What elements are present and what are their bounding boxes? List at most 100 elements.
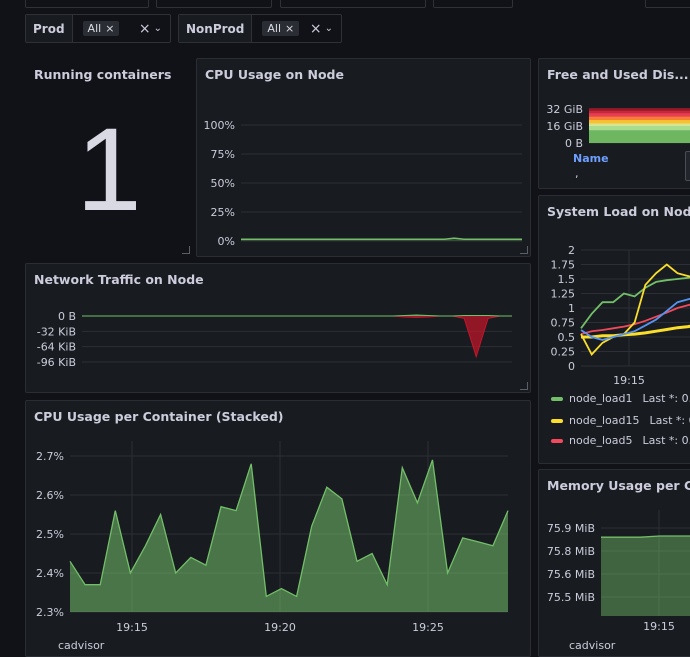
legend-last: Last *: 0.5	[642, 434, 690, 447]
legend-label: node_load5	[569, 434, 633, 447]
panel-title: CPU Usage per Container (Stacked)	[34, 409, 284, 424]
x-tick-label: 19:15	[116, 621, 148, 634]
chart-cpu-container: 2.7% 2.6% 2.5% 2.4% 2.3% 19:15 19:20 19:25	[36, 441, 509, 634]
y-tick-label: 1.25	[551, 288, 576, 301]
y-tick-label: 0	[568, 360, 575, 373]
x-tick-label: 19:20	[264, 621, 296, 634]
chip-label: All	[87, 22, 102, 35]
y-tick-label: 0.25	[551, 346, 576, 359]
top-control-stub[interactable]	[433, 0, 513, 8]
panel-title: Free and Used Dis...	[547, 67, 689, 82]
y-tick-label: 0.75	[551, 317, 576, 330]
variable-chip[interactable]: All ×	[82, 21, 120, 36]
series-area	[82, 316, 512, 357]
y-tick-label: 75.6 MiB	[547, 568, 595, 581]
panel-title: CPU Usage on Node	[205, 67, 344, 82]
table-cell: ,	[575, 167, 579, 180]
series-line	[82, 314, 512, 317]
y-tick-label: 2.3%	[36, 606, 64, 619]
variable-nonprod[interactable]: NonProd All × × ⌄	[178, 14, 342, 43]
series-line	[601, 535, 690, 538]
chart-memory: 75.9 MiB 75.8 MiB 75.6 MiB 75.5 MiB 19:15	[547, 510, 690, 633]
chart-disk: 32 GiB 16 GiB 0 B	[546, 103, 690, 150]
panel-title: Network Traffic on Node	[34, 272, 204, 287]
y-tick-label: -64 KiB	[37, 341, 76, 354]
legend-item[interactable]: node_load5 Last *: 0.5	[551, 434, 690, 447]
y-tick-label: 2	[568, 244, 575, 257]
y-tick-label: 0.5	[558, 331, 576, 344]
chip-remove-icon[interactable]: ×	[285, 22, 295, 35]
panel-cpu-per-container[interactable]: CPU Usage per Container (Stacked) 2.7% 2.…	[25, 400, 531, 657]
series-band	[589, 130, 690, 143]
y-tick-label: 1	[568, 302, 575, 315]
y-tick-label: 75%	[211, 148, 235, 161]
clear-icon[interactable]: ×	[138, 20, 151, 37]
panel-network-traffic[interactable]: Network Traffic on Node 0 B -32 KiB -64 Ki…	[25, 263, 531, 393]
panel-system-load[interactable]: System Load on Node 2 1.75 1.5 1.25 1 0.75 0.5…	[538, 195, 690, 464]
chart-network: 0 B -32 KiB -64 KiB -96 KiB	[37, 310, 512, 369]
chip-label: All	[267, 22, 282, 35]
series-line	[580, 297, 690, 341]
y-tick-label: 0 B	[565, 137, 583, 150]
series-line	[580, 303, 690, 335]
y-tick-label: 75.8 MiB	[547, 545, 595, 558]
y-tick-label: 2.6%	[36, 489, 64, 502]
y-tick-label: 75.9 MiB	[547, 522, 595, 535]
panel-running-containers[interactable]: Running containers 1	[25, 58, 193, 257]
y-tick-label: 75.5 MiB	[547, 591, 595, 604]
chevron-down-icon[interactable]: ⌄	[324, 23, 333, 34]
y-tick-label: 1.75	[551, 259, 576, 272]
legend-label[interactable]: cadvisor	[569, 639, 616, 652]
y-tick-label: -96 KiB	[37, 356, 76, 369]
y-tick-label: 0%	[218, 235, 235, 248]
legend-last: Last *: 0	[649, 414, 690, 427]
variable-label: Prod	[26, 15, 73, 42]
x-tick-label: 19:15	[643, 620, 675, 633]
top-control-stub[interactable]	[645, 0, 690, 8]
table-header-name[interactable]: Name	[573, 152, 609, 165]
legend-last: Last *: 0.3	[642, 392, 690, 405]
y-tick-label: 2.4%	[36, 567, 64, 580]
panel-title: Memory Usage per Con	[547, 478, 690, 493]
legend-swatch	[551, 396, 563, 401]
chart-cpu-node: 100% 75% 50% 25% 0%	[204, 119, 522, 248]
table-sort-control[interactable]	[685, 151, 690, 181]
y-tick-label: 0 B	[58, 310, 76, 323]
top-control-stub[interactable]	[25, 0, 149, 8]
variable-prod[interactable]: Prod All × × ⌄	[25, 14, 171, 43]
clear-icon[interactable]: ×	[309, 20, 322, 37]
panel-disk[interactable]: Free and Used Dis... 32 GiB 16 GiB 0 B Nam…	[538, 58, 690, 189]
top-control-stub[interactable]	[280, 0, 426, 8]
y-tick-label: 2.7%	[36, 450, 64, 463]
resize-handle[interactable]	[182, 246, 190, 254]
resize-handle[interactable]	[520, 382, 528, 390]
series-area	[601, 536, 690, 616]
top-control-stub[interactable]	[156, 0, 272, 8]
y-tick-label: 25%	[211, 206, 235, 219]
y-tick-label: 16 GiB	[546, 120, 583, 133]
y-tick-label: 1.5	[558, 273, 576, 286]
stat-value: 1	[76, 104, 142, 236]
series-line	[581, 324, 690, 339]
series-line	[580, 276, 690, 329]
chart-sysload: 2 1.751.5 1.251 0.750.5 0.250 19:15	[551, 244, 690, 387]
panel-title: Running containers	[34, 67, 172, 82]
resize-handle[interactable]	[520, 246, 528, 254]
variable-label: NonProd	[179, 15, 253, 42]
series-line	[82, 315, 512, 359]
series-line	[69, 459, 509, 598]
legend-label: node_load1	[569, 392, 633, 405]
panel-cpu-usage-node[interactable]: CPU Usage on Node 100% 75% 50% 25% 0%	[196, 58, 531, 257]
legend-swatch	[551, 418, 563, 423]
chip-remove-icon[interactable]: ×	[105, 22, 115, 35]
y-tick-label: 32 GiB	[546, 103, 583, 116]
legend-label[interactable]: cadvisor	[58, 639, 105, 652]
y-tick-label: -32 KiB	[37, 325, 76, 338]
legend-label: node_load15	[569, 414, 640, 427]
variable-chip[interactable]: All ×	[262, 21, 300, 36]
legend-item[interactable]: node_load15 Last *: 0	[551, 414, 690, 427]
chevron-down-icon[interactable]: ⌄	[153, 23, 162, 34]
legend-item[interactable]: node_load1 Last *: 0.3	[551, 392, 690, 405]
series-line	[580, 263, 690, 356]
